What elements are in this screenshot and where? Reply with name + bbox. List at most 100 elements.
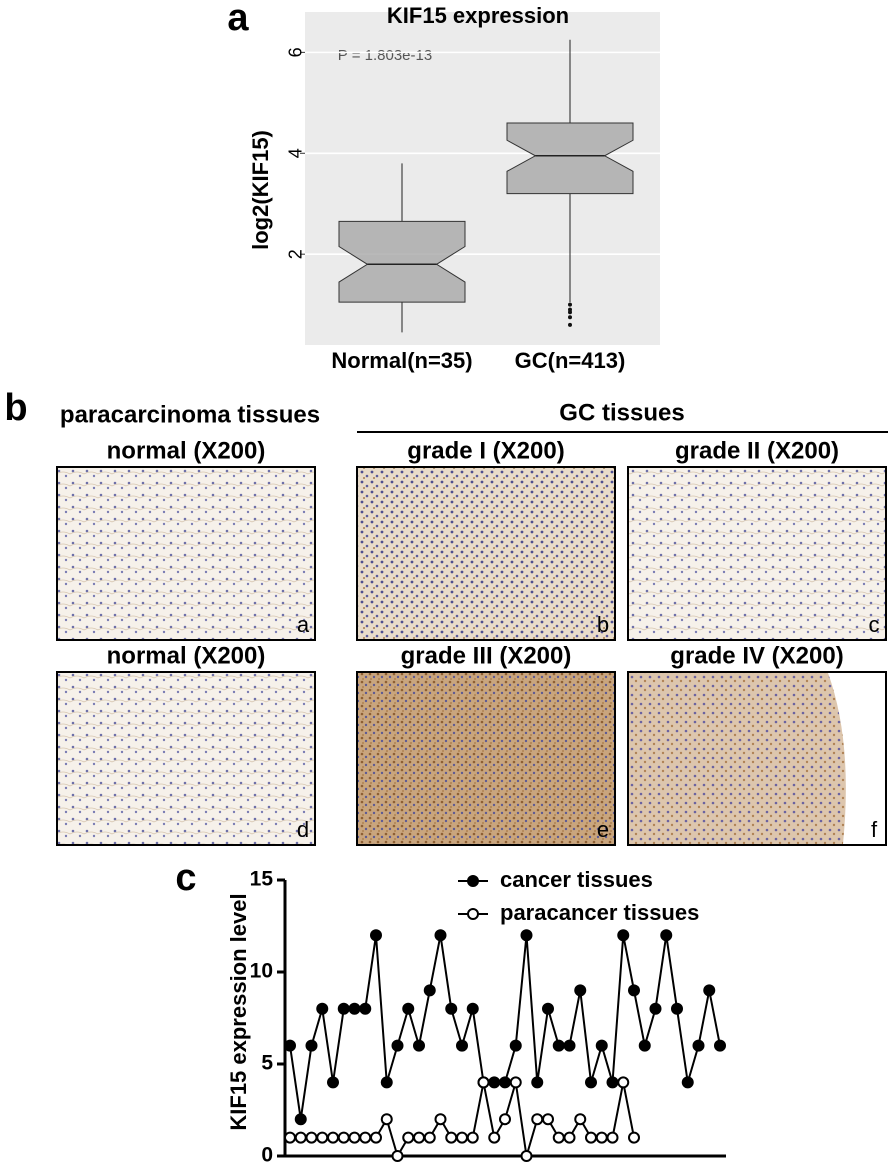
- image-letter: c: [869, 612, 880, 637]
- micrograph: [356, 466, 616, 641]
- point: [617, 1076, 630, 1089]
- outlier: [568, 322, 572, 327]
- point: [316, 1002, 329, 1015]
- point: [574, 1113, 587, 1126]
- point: [348, 1002, 361, 1015]
- panel-label: b: [4, 387, 27, 429]
- micrograph: [627, 466, 887, 641]
- outlier: [568, 302, 572, 307]
- y-axis-label: log2(KIF15): [248, 130, 273, 250]
- point: [327, 1131, 339, 1144]
- point: [477, 1076, 490, 1089]
- point: [445, 1131, 458, 1144]
- point: [391, 1150, 404, 1162]
- micrograph: [356, 671, 616, 846]
- point: [359, 1002, 372, 1015]
- point: [380, 1113, 393, 1126]
- x-tick-label: GC(n=413): [515, 348, 626, 373]
- point: [628, 984, 640, 997]
- image-title: grade I (X200): [407, 437, 564, 464]
- point: [370, 1131, 382, 1144]
- point: [359, 1131, 372, 1144]
- point: [370, 929, 382, 942]
- legend-marker: [467, 908, 479, 920]
- point: [703, 984, 716, 997]
- point: [294, 1113, 307, 1126]
- point: [681, 1076, 694, 1089]
- point: [509, 1076, 522, 1089]
- outlier: [568, 315, 572, 320]
- point: [671, 1002, 683, 1015]
- point: [628, 1131, 640, 1144]
- point: [531, 1076, 544, 1089]
- image-title: grade III (X200): [401, 642, 572, 669]
- point: [380, 1076, 393, 1089]
- point: [542, 1113, 554, 1126]
- point: [391, 1039, 404, 1052]
- point: [402, 1002, 415, 1015]
- point: [542, 1002, 554, 1015]
- group-label: paracarcinoma tissues: [60, 401, 320, 428]
- y-tick-label: 5: [261, 1052, 273, 1075]
- point: [520, 1150, 533, 1162]
- point: [423, 1131, 436, 1144]
- panel-b: paracarcinoma tissues GC tissues normal (X…: [56, 399, 888, 846]
- point: [327, 1076, 339, 1089]
- image-title: grade IV (X200): [670, 642, 843, 669]
- annotation: P = 1.803e-13: [338, 47, 432, 64]
- image-title: normal (X200): [107, 437, 266, 464]
- image-title: normal (X200): [107, 642, 266, 669]
- legend-label: paracancer tissues: [500, 900, 699, 925]
- point: [585, 1076, 597, 1089]
- point: [413, 1039, 425, 1052]
- y-tick-label: 4: [286, 148, 306, 158]
- y-tick-label: 10: [250, 960, 273, 983]
- panel-label: c: [175, 857, 196, 899]
- image-title: grade II (X200): [675, 437, 839, 464]
- point: [585, 1131, 597, 1144]
- point: [499, 1076, 511, 1089]
- y-tick-label: 0: [261, 1144, 273, 1167]
- box: [506, 122, 634, 195]
- point: [337, 1131, 350, 1144]
- point: [488, 1076, 501, 1089]
- point: [595, 1131, 608, 1144]
- point: [413, 1131, 425, 1144]
- point: [445, 1002, 458, 1015]
- box: [338, 220, 466, 303]
- y-axis-label: KIF15 expression level: [226, 893, 251, 1130]
- y-tick-label: 6: [286, 47, 306, 57]
- point: [434, 929, 447, 942]
- point: [574, 984, 587, 997]
- point: [423, 984, 436, 997]
- point: [520, 929, 533, 942]
- point: [348, 1131, 361, 1144]
- panel-a: a b c KIF15 expression P = 1.803e-13 2 4 6 log2(…: [4, 0, 660, 899]
- point: [617, 929, 630, 942]
- point: [692, 1039, 705, 1052]
- micrograph: [56, 466, 316, 641]
- point: [294, 1131, 307, 1144]
- image-letter: f: [871, 817, 878, 842]
- series-line: [289, 935, 721, 1120]
- point: [284, 1039, 296, 1052]
- chart-title: KIF15 expression: [387, 3, 569, 28]
- point: [499, 1113, 511, 1126]
- micrograph-blank: [828, 673, 885, 844]
- point: [552, 1039, 565, 1052]
- x-tick-label: Normal(n=35): [331, 348, 472, 373]
- legend-label: cancer tissues: [500, 867, 653, 892]
- point: [337, 1002, 350, 1015]
- image-letter: d: [297, 817, 309, 842]
- point: [606, 1076, 619, 1089]
- y-tick-label: 15: [250, 868, 274, 891]
- image-letter: b: [597, 612, 609, 637]
- point: [284, 1131, 296, 1144]
- point: [649, 1002, 662, 1015]
- panel-label: a: [227, 0, 249, 39]
- point: [509, 1039, 522, 1052]
- image-letter: a: [297, 612, 310, 637]
- point: [316, 1131, 329, 1144]
